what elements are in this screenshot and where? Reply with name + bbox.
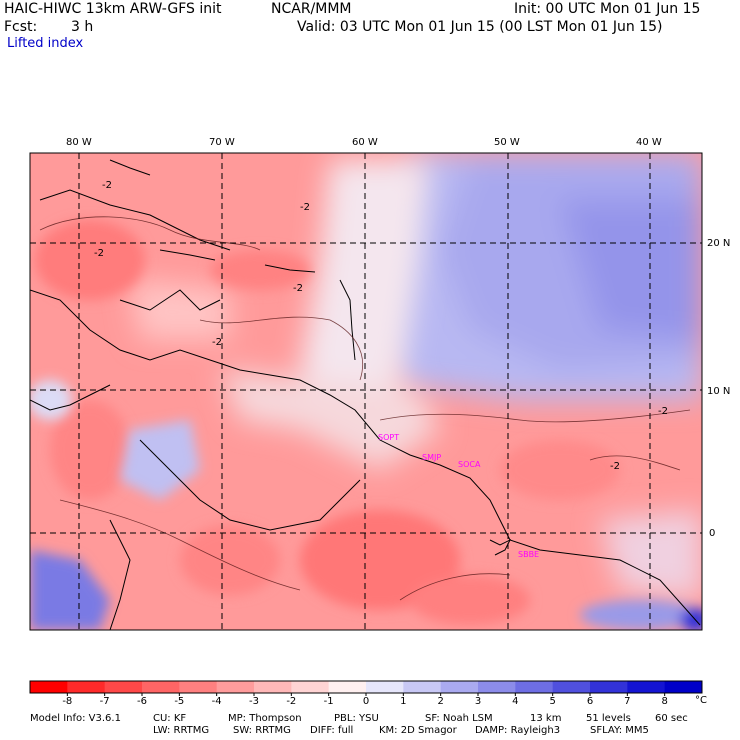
colorbar-swatch (142, 681, 180, 693)
colorbar-unit: °C (695, 695, 707, 706)
colorbar-swatch (440, 681, 479, 693)
lat-label-20n: 20 N (707, 238, 731, 249)
colorbar-tick-label: -1 (323, 696, 334, 707)
footer-timestep: 60 sec (655, 713, 688, 724)
colorbar-tick-label: 4 (512, 696, 519, 707)
colorbar-swatch (590, 681, 628, 693)
footer-diff: DIFF: full (310, 725, 354, 736)
colorbar-tick-label: 8 (661, 696, 668, 707)
graticule (30, 153, 702, 630)
colorbar-swatch (627, 681, 666, 693)
valid-time: Valid: 03 UTC Mon 01 Jun 15 (00 LST Mon … (297, 19, 663, 35)
coastlines (30, 159, 701, 630)
colorbar-swatch (216, 681, 255, 693)
colorbar-swatch (254, 681, 292, 693)
colorbar-swatch (67, 681, 106, 693)
contour-label-group: -2 -2 -2 -2 -2 -2 -2 (94, 180, 668, 472)
colorbar-swatch (478, 681, 516, 693)
forecast-hour: 3 h (71, 19, 94, 35)
colorbar-swatch (179, 681, 218, 693)
colorbar-tick-label: -4 (211, 696, 222, 707)
footer-sf: SF: Noah LSM (425, 713, 493, 724)
lat-label-10n: 10 N (707, 386, 731, 397)
footer-model-info: Model Info: V3.6.1 (30, 713, 121, 724)
colorbar-tick-label: 3 (474, 696, 482, 707)
station-group: SOPT SMJP SOCA SBBE (378, 433, 539, 559)
forecast-label: Fcst: (4, 19, 38, 35)
footer-levels: 51 levels (586, 713, 631, 724)
footer-mp: MP: Thompson (228, 713, 302, 724)
init-time: Init: 00 UTC Mon 01 Jun 15 (514, 1, 701, 17)
colorbar-swatch (515, 681, 554, 693)
lon-label-40w: 40 W (636, 137, 662, 148)
station-sopt: SOPT (378, 433, 399, 442)
footer-damp: DAMP: Rayleigh3 (475, 725, 561, 736)
colorbar-tick-label: 6 (586, 696, 594, 707)
contour-label: -2 (94, 248, 104, 259)
org-label: NCAR/MMM (271, 1, 352, 17)
contour-label: -2 (293, 283, 303, 294)
footer-sw: SW: RRTMG (233, 725, 291, 736)
colorbar-tick-label: 5 (549, 696, 556, 707)
lon-label-60w: 60 W (352, 137, 378, 148)
lat-label-0: 0 (709, 528, 716, 539)
colorbar-swatch (366, 681, 404, 693)
footer-lw: LW: RRTMG (153, 725, 210, 736)
footer-km: KM: 2D Smagor (379, 725, 457, 736)
colorbar-tick-label: -8 (62, 696, 73, 707)
station-soca: SOCA (458, 460, 481, 469)
station-smjp: SMJP (422, 453, 441, 462)
contours (39, 216, 691, 601)
lon-label-70w: 70 W (209, 137, 235, 148)
colorbar-tick-label: -5 (174, 696, 185, 707)
shaded-field (30, 153, 702, 630)
colorbar-tick-label: -3 (249, 696, 259, 707)
colorbar-swatch (403, 681, 442, 693)
footer-pbl: PBL: YSU (334, 713, 379, 724)
lon-label-80w: 80 W (66, 137, 92, 148)
colorbar (29, 680, 703, 696)
station-sbbe: SBBE (518, 550, 539, 559)
colorbar-tick-label: 1 (400, 696, 407, 707)
colorbar-swatch (328, 681, 367, 693)
contour-label: -2 (212, 337, 222, 348)
colorbar-tick-label: -6 (137, 696, 147, 707)
footer-cu: CU: KF (153, 713, 187, 724)
colorbar-tick-label: 7 (624, 696, 631, 707)
map-frame (29, 152, 703, 631)
colorbar-swatch (552, 681, 591, 693)
colorbar-swatch (664, 681, 703, 693)
contour-label: -2 (300, 202, 310, 213)
colorbar-swatch (30, 681, 68, 693)
contour-label: -2 (658, 406, 668, 417)
colorbar-swatch (291, 681, 330, 693)
contour-label: -2 (610, 461, 620, 472)
colorbar-tick-label: -7 (99, 696, 110, 707)
model-title: HAIC-HIWC 13km ARW-GFS init (4, 1, 222, 17)
colorbar-swatch (104, 681, 143, 693)
footer-res: 13 km (530, 713, 562, 724)
footer-sflay: SFLAY: MM5 (590, 725, 649, 736)
colorbar-tick-label: 2 (437, 696, 444, 707)
lon-label-50w: 50 W (494, 137, 520, 148)
contour-label: -2 (102, 180, 112, 191)
field-name: Lifted index (7, 36, 84, 51)
colorbar-tick-label: -2 (286, 696, 297, 707)
colorbar-tick-label: 0 (362, 696, 370, 707)
